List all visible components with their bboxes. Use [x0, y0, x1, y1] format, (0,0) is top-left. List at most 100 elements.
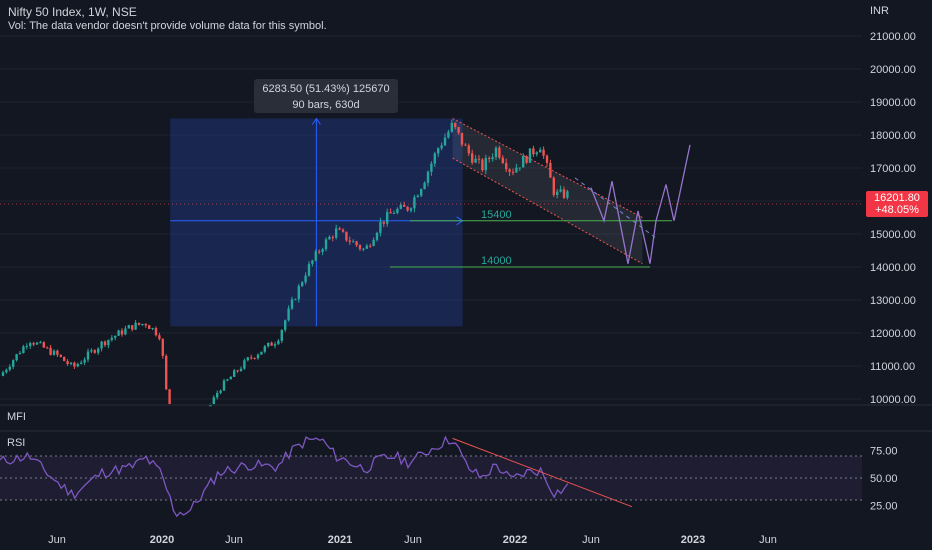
time-tick-label: Jun — [48, 534, 66, 546]
plot-background — [0, 0, 862, 530]
candle-body — [290, 299, 294, 309]
candle-body — [477, 158, 481, 160]
candle-body — [284, 320, 287, 330]
candle-body — [90, 350, 93, 352]
price-tick-label: 11000.00 — [870, 361, 915, 373]
candle-body — [304, 275, 307, 283]
candle-body — [158, 335, 161, 340]
candle-body — [396, 208, 399, 214]
candle-body — [314, 251, 317, 261]
candle-body — [409, 208, 413, 211]
candle-body — [525, 156, 528, 163]
candle-body — [277, 340, 280, 345]
measure-line1: 6283.50 (51.43%) 125670 — [262, 83, 390, 95]
candle-body — [100, 341, 103, 349]
candle-body — [522, 156, 525, 168]
price-tick-label: 15000.00 — [870, 229, 916, 241]
candle-body — [433, 153, 436, 164]
candle-body — [256, 354, 260, 359]
candle-body — [491, 157, 494, 159]
candle-body — [341, 229, 345, 232]
candle-body — [532, 148, 535, 155]
last-price-change: +48.05% — [875, 204, 919, 216]
candle-body — [440, 145, 443, 149]
rsi-tick-label: 50.00 — [870, 473, 898, 485]
candle-body — [311, 260, 314, 264]
price-tick-label: 18000.00 — [870, 130, 916, 142]
candle-body — [454, 122, 457, 128]
candle-body — [552, 177, 555, 195]
candle-body — [103, 341, 107, 346]
candle-body — [151, 328, 154, 330]
candle-body — [63, 356, 66, 362]
candle-body — [403, 204, 406, 207]
rsi-line — [0, 435, 569, 518]
candle-body — [168, 389, 171, 404]
candle-body — [518, 167, 521, 169]
last-price-value: 16201.80 — [874, 192, 920, 204]
candle-body — [5, 369, 8, 373]
candle-body — [29, 343, 32, 347]
candle-body — [352, 241, 355, 243]
measure-tooltip: 6283.50 (51.43%) 125670 90 bars, 630d — [254, 79, 398, 113]
candle-body — [511, 171, 515, 173]
candle-body — [243, 360, 246, 369]
candle-body — [430, 163, 433, 172]
candle-body — [12, 360, 15, 367]
rsi-tick-label: 75.00 — [870, 446, 898, 458]
candle-body — [556, 191, 559, 195]
candle-body — [1, 372, 5, 376]
candle-body — [226, 379, 229, 381]
candle-body — [141, 324, 144, 326]
candle-body — [301, 282, 304, 286]
candle-body — [39, 342, 42, 344]
candle-body — [120, 330, 124, 335]
candle-body — [35, 342, 39, 345]
candle-body — [379, 221, 382, 233]
candle-body — [464, 144, 467, 146]
candle-body — [15, 354, 18, 361]
rsi-trendline — [452, 437, 633, 508]
candle-body — [263, 346, 266, 352]
candle-body — [287, 308, 290, 321]
price-grid — [0, 35, 862, 400]
candle-body — [131, 325, 134, 330]
candle-body — [25, 346, 28, 348]
candle-body — [52, 350, 56, 355]
time-tick-label: Jun — [759, 534, 777, 546]
candle-body — [66, 361, 69, 365]
candle-body — [467, 145, 470, 154]
price-tick-label: 12000.00 — [870, 328, 916, 340]
time-tick-label: 2020 — [150, 534, 174, 546]
candles — [1, 119, 569, 407]
candle-body — [297, 285, 300, 300]
rsi-tick-label: 25.00 — [870, 501, 898, 513]
time-axis: Jun 2020 Jun 2021 Jun 2022 Jun 2023 Jun — [48, 534, 777, 546]
candle-body — [484, 157, 487, 171]
candle-body — [501, 157, 504, 164]
rsi-pane: 75.00 50.00 25.00 — [0, 435, 898, 518]
candle-body — [338, 228, 341, 230]
time-tick-label: 2021 — [328, 534, 352, 546]
candle-body — [42, 342, 45, 348]
candle-body — [474, 158, 477, 163]
candle-body — [566, 191, 569, 198]
time-tick-label: Jun — [582, 534, 600, 546]
candle-body — [386, 212, 389, 224]
candle-body — [239, 368, 243, 371]
candle-body — [460, 132, 464, 145]
candle-body — [97, 348, 100, 353]
candle-body — [8, 366, 11, 370]
candle-body — [416, 195, 419, 198]
candle-body — [420, 189, 423, 196]
candle-body — [137, 322, 141, 325]
candle-body — [362, 248, 365, 250]
candle-body — [358, 245, 362, 249]
level-label-14000: 14000 — [481, 255, 512, 267]
candle-body — [423, 182, 426, 190]
candle-body — [80, 362, 83, 364]
candle-body — [46, 347, 49, 349]
candle-body — [93, 350, 96, 353]
price-tick-label: 14000.00 — [870, 262, 916, 274]
